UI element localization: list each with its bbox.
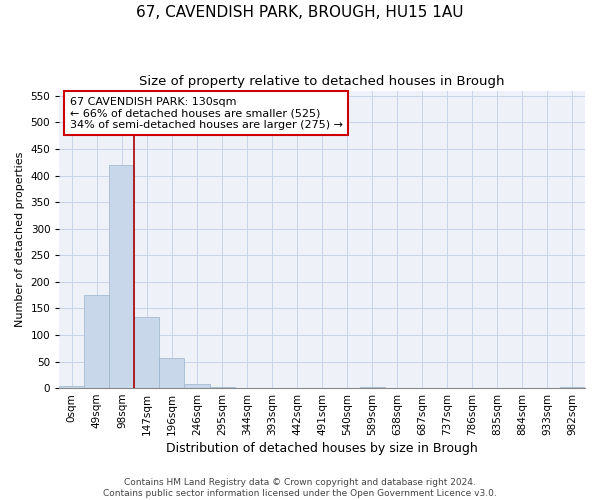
X-axis label: Distribution of detached houses by size in Brough: Distribution of detached houses by size … <box>166 442 478 455</box>
Text: 67 CAVENDISH PARK: 130sqm
← 66% of detached houses are smaller (525)
34% of semi: 67 CAVENDISH PARK: 130sqm ← 66% of detac… <box>70 96 343 130</box>
Bar <box>560 387 585 388</box>
Bar <box>134 318 160 388</box>
Bar <box>109 165 134 388</box>
Text: 67, CAVENDISH PARK, BROUGH, HU15 1AU: 67, CAVENDISH PARK, BROUGH, HU15 1AU <box>136 5 464 20</box>
Y-axis label: Number of detached properties: Number of detached properties <box>15 152 25 327</box>
Bar <box>85 295 109 388</box>
Bar <box>209 387 235 388</box>
Bar <box>360 387 385 388</box>
Bar <box>184 384 209 388</box>
Title: Size of property relative to detached houses in Brough: Size of property relative to detached ho… <box>139 75 505 88</box>
Text: Contains HM Land Registry data © Crown copyright and database right 2024.
Contai: Contains HM Land Registry data © Crown c… <box>103 478 497 498</box>
Bar <box>160 358 184 388</box>
Bar <box>59 386 85 388</box>
